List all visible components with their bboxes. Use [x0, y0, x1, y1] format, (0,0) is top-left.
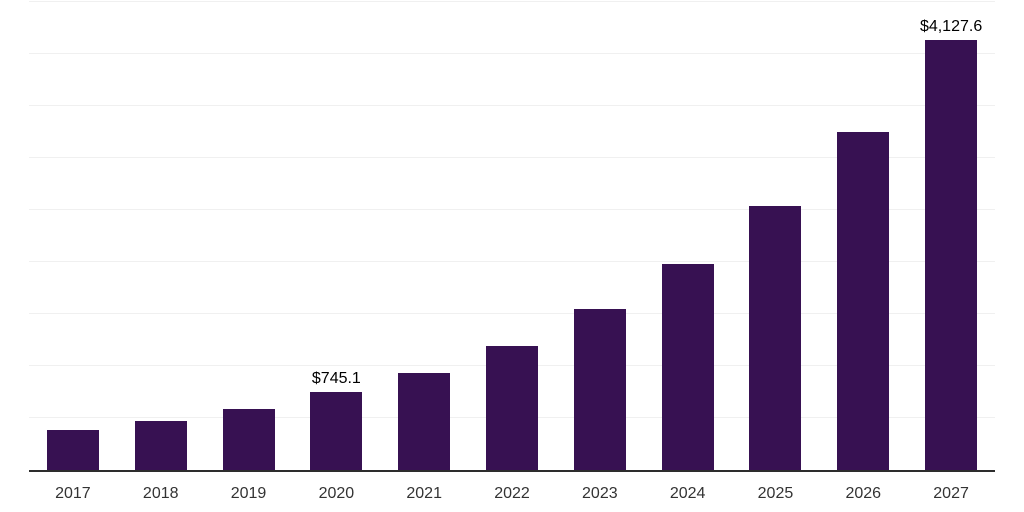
x-tick-label: 2020	[318, 485, 355, 502]
x-tick-label: 2026	[845, 485, 882, 502]
gridline	[29, 208, 995, 210]
x-tick-label: 2022	[494, 485, 530, 502]
x-tick-label: 2025	[757, 485, 794, 502]
x-tick-label: 2021	[406, 485, 442, 502]
data-label-2020: $745.1	[311, 370, 361, 388]
bar-2023[interactable]	[573, 309, 626, 470]
gridline	[29, 261, 995, 263]
bar-2022[interactable]	[486, 345, 538, 470]
bar-2021[interactable]	[398, 373, 451, 470]
gridline	[29, 104, 995, 106]
x-tick-label: 2017	[55, 485, 91, 502]
x-tick-label: 2019	[230, 485, 267, 502]
bar-2027[interactable]	[925, 39, 978, 470]
bar-2019[interactable]	[222, 408, 275, 470]
x-tick-label: 2018	[142, 485, 179, 502]
gridline	[29, 0, 995, 2]
bar-2020[interactable]	[310, 392, 363, 470]
gridline	[29, 313, 995, 315]
x-axis-line	[29, 470, 995, 472]
x-tick-label: 2024	[669, 485, 706, 502]
bar-2017[interactable]	[46, 430, 99, 470]
gridline	[29, 156, 995, 158]
gridline	[29, 52, 995, 54]
x-tick-label: 2023	[582, 485, 618, 502]
bar-2026[interactable]	[837, 132, 890, 470]
data-label-2027: $4,127.6	[919, 17, 983, 35]
bar-2024[interactable]	[661, 263, 714, 470]
x-tick-label: 2027	[933, 485, 969, 502]
bar-2025[interactable]	[749, 206, 802, 470]
bar-2018[interactable]	[134, 421, 187, 470]
